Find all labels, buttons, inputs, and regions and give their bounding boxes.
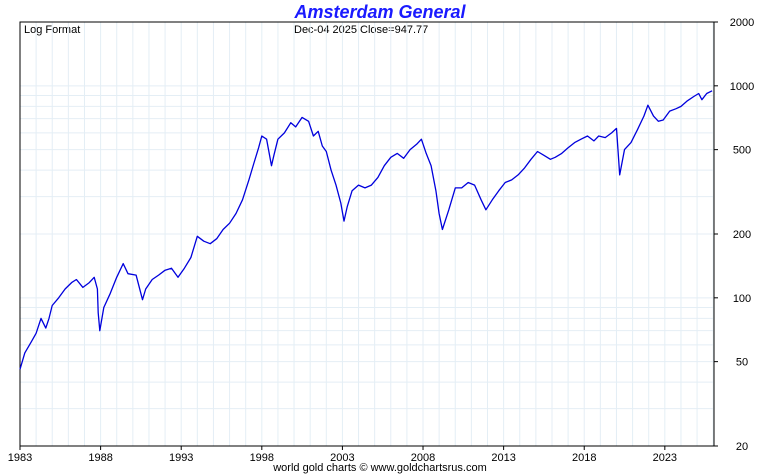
x-tick-label: 2023 [653,452,677,464]
x-tick-label: 2018 [572,452,596,464]
y-tick-label: 500 [733,145,751,157]
x-tick-label: 1983 [8,452,32,464]
footer-credit: world gold charts © www.goldchartsrus.co… [273,462,487,474]
x-tick-label: 1993 [169,452,193,464]
series-line [19,90,713,370]
x-tick-label: 1988 [88,452,112,464]
grid-layer [19,22,714,446]
x-tick-label: 1998 [250,452,274,464]
x-tick-label: 2003 [330,452,354,464]
y-tick-label: 20 [736,441,748,453]
chart-title: Amsterdam General [294,2,466,22]
y-tick-label: 100 [733,293,751,305]
y-tick-label: 50 [736,357,748,369]
axis-layer: 2000 1000 500 200 100 50 20 1983 1988 1993 1998 200… [8,17,754,464]
x-tick-label: 2013 [491,452,515,464]
x-tick-label: 2008 [411,452,435,464]
y-tick-label: 200 [733,229,751,241]
header-info: Dec-04 2025 Close=947.77 [294,24,429,36]
series-layer [19,90,713,370]
y-tick-label: 1000 [730,81,754,93]
y-tick-label: 2000 [730,17,754,29]
